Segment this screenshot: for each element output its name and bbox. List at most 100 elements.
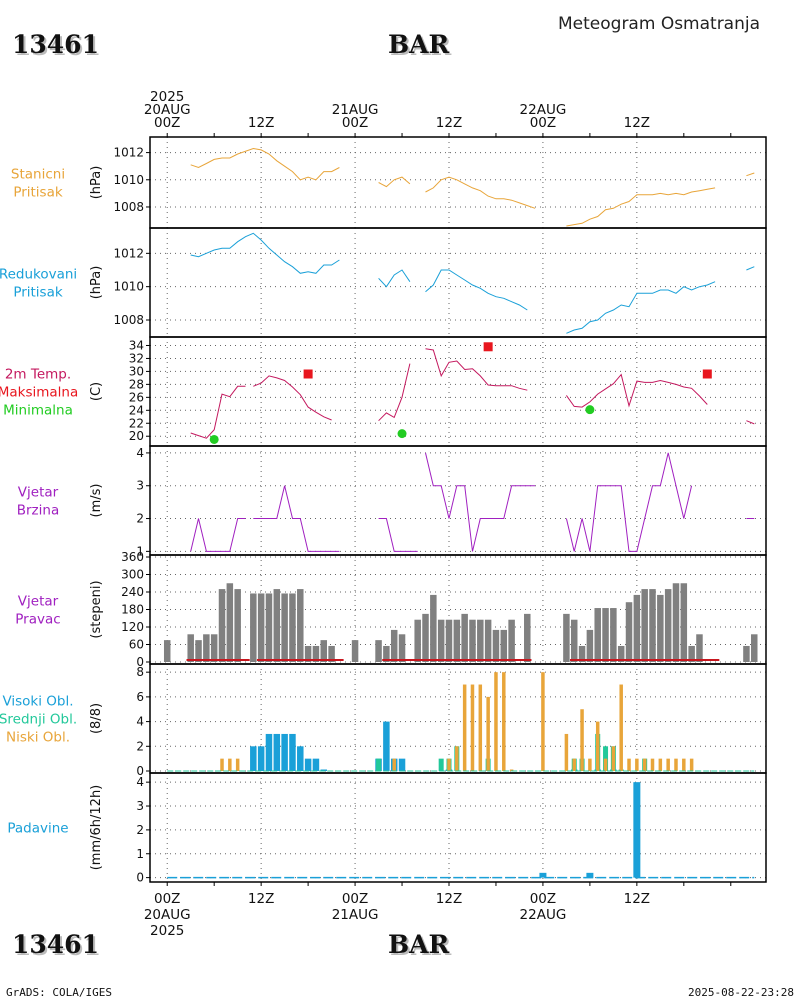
calm-marker <box>593 659 602 661</box>
y-tick-label: 120 <box>121 620 144 634</box>
y-tick-label: 1 <box>136 847 144 861</box>
series-line-wind_speed <box>425 452 536 552</box>
y-tick-label: 1008 <box>113 313 144 327</box>
panel-title-cloud_cover-line: Srednji Obl. <box>0 712 77 728</box>
y-axis-label-reduced_pressure: (hPa) <box>89 266 104 300</box>
time-label-bottom: 00Z <box>154 891 180 907</box>
calm-marker <box>296 659 305 661</box>
wind-direction-bar <box>641 589 648 662</box>
series-line-temperature <box>190 385 246 439</box>
cloud-bar-srednji <box>438 758 444 771</box>
y-tick-label: 30 <box>129 364 144 378</box>
series-line-temperature <box>378 363 411 422</box>
calm-marker <box>405 659 415 661</box>
wind-direction-bar <box>312 645 320 662</box>
y-tick-label: 0 <box>136 764 144 778</box>
calm-marker <box>703 659 712 661</box>
cloud-bar-niski <box>588 758 592 771</box>
wind-direction-bar <box>218 589 226 662</box>
series-line-station_pressure <box>190 147 340 181</box>
time-label-bottom: 12Z <box>624 891 650 907</box>
wind-direction-bar <box>210 634 218 662</box>
generated-timestamp: 2025-08-22-23:28 <box>688 986 794 999</box>
wind-direction-bar <box>375 640 382 662</box>
cloud-bar-niski <box>541 672 545 771</box>
calm-marker <box>264 659 274 661</box>
min-temp-marker <box>585 405 595 415</box>
calm-marker <box>476 659 485 661</box>
calm-marker <box>390 659 399 661</box>
y-tick-label: 240 <box>121 585 144 599</box>
series-line-wind_speed <box>190 518 246 552</box>
calm-marker <box>413 659 422 661</box>
wind-direction-bar <box>617 645 625 662</box>
wind-direction-bar <box>570 619 578 662</box>
calm-marker <box>217 659 227 661</box>
cloud-bar-niski <box>447 758 451 771</box>
calm-marker <box>288 659 297 661</box>
wind-direction-bar <box>437 619 445 662</box>
cloud-bar-niski <box>509 769 514 771</box>
wind-direction-bar <box>265 593 273 662</box>
y-tick-label: 3 <box>136 799 144 813</box>
min-temp-marker <box>397 429 407 439</box>
max-temp-marker <box>702 369 712 379</box>
panel-title-reduced_pressure-line: Pritisak <box>13 285 63 301</box>
calm-marker <box>311 659 321 661</box>
wind-direction-bar <box>234 589 241 662</box>
cloud-bar-visoki <box>312 758 320 771</box>
cloud-bar-niski <box>580 709 584 771</box>
calm-marker <box>319 659 328 661</box>
panel-title-cloud_cover-line: Visoki Obl. <box>2 694 73 710</box>
cloud-bar-niski <box>611 746 616 771</box>
cloud-bar-niski <box>619 684 623 771</box>
panel-frame-precipitation <box>149 772 767 883</box>
y-tick-label: 22 <box>129 416 144 430</box>
wind-direction-bar <box>422 613 429 662</box>
wind-direction-bar <box>578 645 586 662</box>
panel-title-temperature-line: Minimalna <box>3 403 73 419</box>
calm-marker <box>679 659 689 661</box>
calm-marker <box>585 659 595 661</box>
cloud-bar-niski <box>564 733 569 771</box>
series-line-station_pressure <box>425 176 536 209</box>
wind-direction-bar <box>351 640 359 662</box>
panel-title-reduced_pressure-line: Redukovani <box>0 267 77 283</box>
y-tick-label: 1008 <box>113 200 144 214</box>
time-label-top: 00Z <box>154 115 180 131</box>
wind-direction-bar <box>304 645 312 662</box>
calm-marker <box>671 659 681 661</box>
calm-marker <box>256 659 266 661</box>
calm-marker <box>624 659 634 661</box>
series-line-reduced_pressure <box>566 281 716 334</box>
calm-marker <box>695 659 704 661</box>
wind-direction-bar <box>273 589 281 662</box>
y-tick-label: 32 <box>129 351 144 365</box>
series-line-reduced_pressure <box>190 232 340 274</box>
series-line-reduced_pressure <box>425 269 528 311</box>
wind-direction-bar <box>187 634 194 662</box>
calm-marker <box>397 659 407 661</box>
calm-marker <box>233 659 242 661</box>
y-tick-label: 3 <box>136 479 144 493</box>
y-tick-label: 4 <box>136 446 144 460</box>
cloud-bar-visoki <box>250 746 257 771</box>
calm-marker <box>429 659 438 661</box>
y-tick-label: 180 <box>121 603 144 617</box>
calm-marker <box>209 659 219 661</box>
wind-direction-bar <box>649 589 656 662</box>
wind-direction-bar <box>430 594 437 662</box>
wind-direction-bar <box>492 629 500 662</box>
wind-direction-bar <box>563 613 570 662</box>
wind-direction-bar <box>257 593 265 662</box>
series-line-reduced_pressure <box>378 269 411 288</box>
wind-direction-bar <box>320 640 328 662</box>
y-tick-label: 1012 <box>113 246 144 260</box>
wind-direction-bar <box>508 619 515 662</box>
cloud-bar-niski <box>478 684 483 771</box>
panel-title-wind_direction-line: Vjetar <box>18 594 59 610</box>
wind-direction-bar <box>743 645 750 662</box>
wind-direction-bar <box>657 594 664 662</box>
cloud-bar-visoki <box>289 733 296 771</box>
calm-marker <box>609 659 618 661</box>
